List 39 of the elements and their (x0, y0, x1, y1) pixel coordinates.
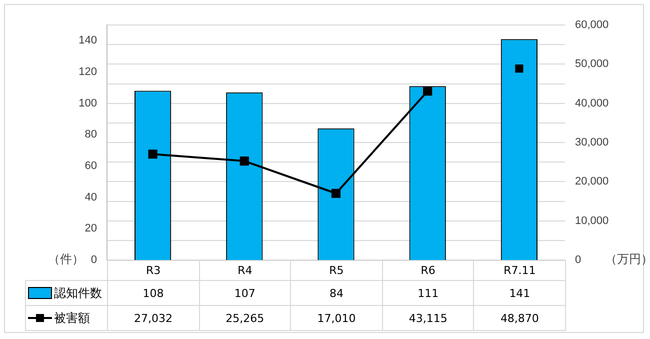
data-label: 27,032 (107, 305, 200, 331)
y-tick-label: 60 (84, 160, 97, 172)
data-label: 25,265 (198, 305, 292, 331)
legend-label: 認知件数 (54, 284, 102, 302)
x-tick-label: R5 (290, 260, 383, 281)
x-tick-label: R6 (382, 260, 474, 281)
y-tick-label: 40 (84, 191, 97, 204)
y2-tick-label: 50,000 (575, 58, 609, 70)
data-label: 84 (290, 280, 383, 306)
y2-tick-label: 10,000 (575, 214, 609, 227)
point (240, 156, 249, 166)
y2-tick-label: 20,000 (575, 176, 609, 188)
x-tick-label: R7.11 (473, 260, 566, 281)
y2-axis-title: （万円） (605, 251, 650, 268)
y-tick-label: 0 (90, 254, 97, 266)
x-tick-label: R4 (198, 260, 292, 281)
point (515, 64, 524, 73)
data-label: 17,010 (290, 305, 383, 331)
y2-tick-label: 0 (575, 254, 582, 266)
point (423, 86, 432, 96)
y-tick-label: 20 (84, 222, 97, 235)
x-tick-label: R3 (107, 260, 200, 281)
legend-label: 被害額 (54, 310, 90, 326)
point (331, 188, 341, 198)
y2-tick-label: 60,000 (575, 19, 609, 32)
data-label: 108 (107, 280, 200, 306)
y-axis-title: （件） (48, 251, 84, 268)
data-label: 107 (198, 280, 292, 306)
data-label: 111 (382, 280, 474, 306)
data-label: 43,115 (382, 305, 474, 331)
point (148, 150, 158, 159)
y-tick-label: 100 (78, 97, 97, 110)
y-tick-label: 140 (78, 34, 97, 47)
y2-tick-label: 40,000 (575, 97, 609, 110)
y-tick-label: 80 (84, 128, 97, 141)
y2-tick-label: 30,000 (575, 136, 609, 149)
data-label: 141 (473, 280, 566, 306)
y-tick-label: 120 (78, 66, 97, 78)
text: 48,870 (500, 312, 539, 324)
